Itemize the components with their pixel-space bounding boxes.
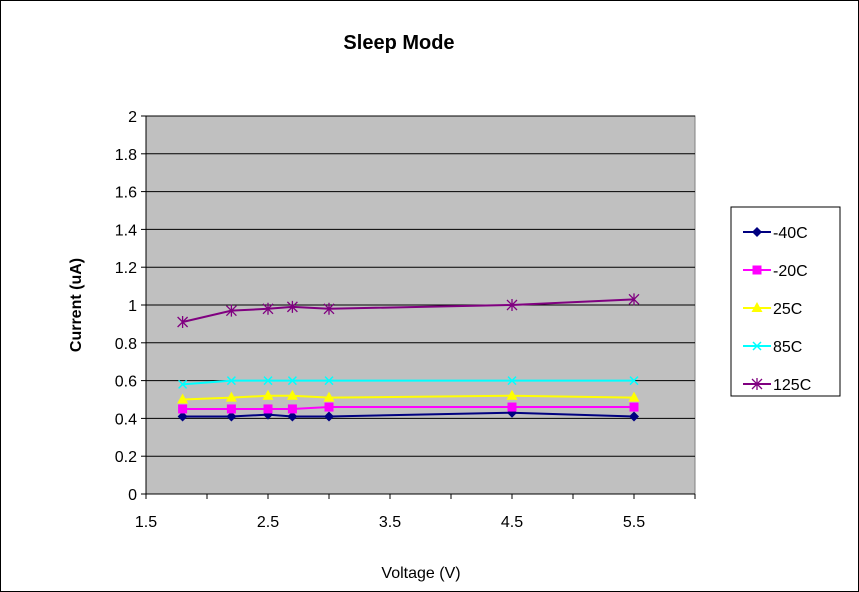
data-point-25c [506,389,518,400]
plot-area: 0 0.2 0.4 0.6 0.8 1 1.2 1.4 1.6 1.8 2 1.5 2.5 3.5 4.5 5… [115,109,696,531]
legend-marker-125c [751,378,763,390]
y-tick-label: 1.8 [115,147,137,164]
data-point-25c [225,391,237,402]
y-tick-label: 2 [128,109,137,126]
data-point-125c [262,302,274,315]
series-125c [177,293,640,329]
x-tick-label: 1.5 [135,514,157,531]
x-tick-label: 3.5 [379,514,401,531]
x-axis-label: Voltage (V) [381,565,460,582]
data-point-25c [177,393,189,404]
y-tick-label: 1.4 [115,222,137,239]
data-point-25c [628,391,640,402]
series-20c [178,402,639,414]
legend-label-40c: -40C [773,225,808,242]
data-point-125c [628,293,640,306]
series-85c [178,376,639,389]
series-40c [177,407,639,422]
chart-title: Sleep Mode [343,32,454,54]
data-point-20c [263,404,273,414]
legend: -40C -20C 25C 85C 125C [730,206,841,397]
data-point-85c [178,379,188,389]
y-tick-label: 1.6 [115,185,137,202]
y-tick-label: 1 [128,298,137,315]
data-point-20c [629,402,639,412]
legend-marker-20c [752,265,762,275]
data-point-40c [287,411,298,422]
data-point-85c [287,376,297,386]
y-tick-label: 0.6 [115,374,137,391]
data-point-85c [629,376,639,386]
data-point-125c [177,316,189,329]
data-point-85c [507,376,517,386]
data-point-125c [225,304,237,317]
data-point-40c [629,411,639,422]
legend-marker-25c [751,302,763,312]
legend-label-125c: 125C [773,377,811,394]
y-tick-label: 0.4 [115,411,137,428]
data-point-25c [262,389,274,400]
y-tick-label: 1.2 [115,260,137,277]
legend-label-85c: 85C [773,339,802,356]
data-point-40c [177,411,188,422]
data-point-25c [286,389,298,400]
data-point-20c [507,402,517,412]
data-point-25c [323,391,335,402]
legend-marker-85c [752,341,762,351]
data-point-20c [178,404,188,414]
data-point-125c [323,302,335,315]
y-tick-label: 0.2 [115,449,137,466]
data-point-20c [324,402,334,412]
data-point-85c [226,376,236,386]
y-tick-label: 0 [128,487,137,504]
data-point-85c [263,376,273,386]
x-tick-label: 2.5 [257,514,279,531]
data-point-20c [287,404,297,414]
legend-label-25c: 25C [773,301,802,318]
data-point-125c [506,299,518,311]
data-point-40c [226,411,237,422]
series-25c [177,389,640,404]
data-point-125c [286,300,298,313]
legend-box [730,206,841,397]
legend-marker-40c [752,227,762,237]
legend-label-20c: -20C [773,263,808,280]
data-point-20c [226,404,236,414]
y-tick-label: 0.8 [115,336,137,353]
data-point-40c [324,411,334,422]
x-tick-label: 5.5 [623,514,645,531]
x-tick-label: 4.5 [501,514,523,531]
y-axis-label: Current (uA) [68,258,85,352]
data-point-85c [324,376,334,386]
